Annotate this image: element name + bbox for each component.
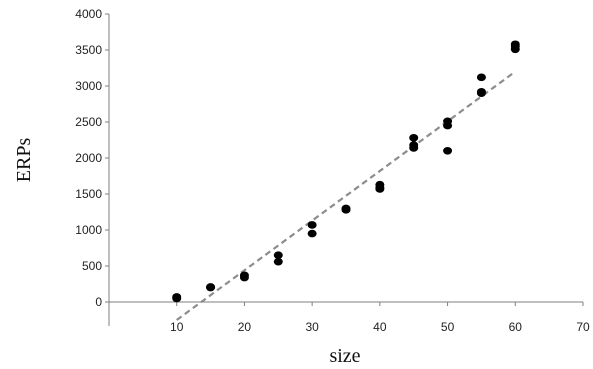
y-tick-label: 3000 [75,79,102,93]
data-point [273,251,283,259]
data-point [443,121,453,130]
trendline-group [176,70,516,321]
data-point [409,134,419,142]
x-tick-label: 10 [170,320,184,334]
data-point [409,144,419,152]
data-point [443,147,453,155]
y-tick-label: 4000 [75,7,102,21]
x-axis-title: size [329,345,360,367]
y-tick-label: 0 [95,295,102,309]
x-tick-label: 60 [509,320,523,334]
y-tick-label: 1500 [75,187,102,201]
data-points [172,40,520,303]
data-point [476,73,486,82]
y-tick-label: 3500 [75,43,102,57]
y-tick-label: 1000 [75,223,102,237]
data-point [476,89,486,97]
x-tick-label: 30 [305,320,319,334]
data-point [375,185,385,193]
data-point [307,229,317,238]
x-tick-label: 20 [238,320,252,334]
data-point [273,257,283,266]
data-point [239,273,249,282]
y-tick-label: 500 [82,259,102,273]
x-tick-label: 50 [441,320,455,334]
x-axis: 10 20 30 40 50 60 70 [109,301,590,334]
y-axis-title: ERPs [13,138,35,183]
x-tick-label: 40 [373,320,387,334]
y-tick-label: 2500 [75,115,102,129]
y-axis: 0 500 1000 1500 2000 2500 3000 3500 4000 [75,7,110,326]
data-point [307,221,317,229]
x-tick-label: 70 [576,320,590,334]
trendline [176,70,516,321]
data-point [341,206,351,214]
data-point [206,283,216,292]
data-point [510,45,520,54]
data-point [172,294,182,303]
y-tick-label: 2000 [75,151,102,165]
